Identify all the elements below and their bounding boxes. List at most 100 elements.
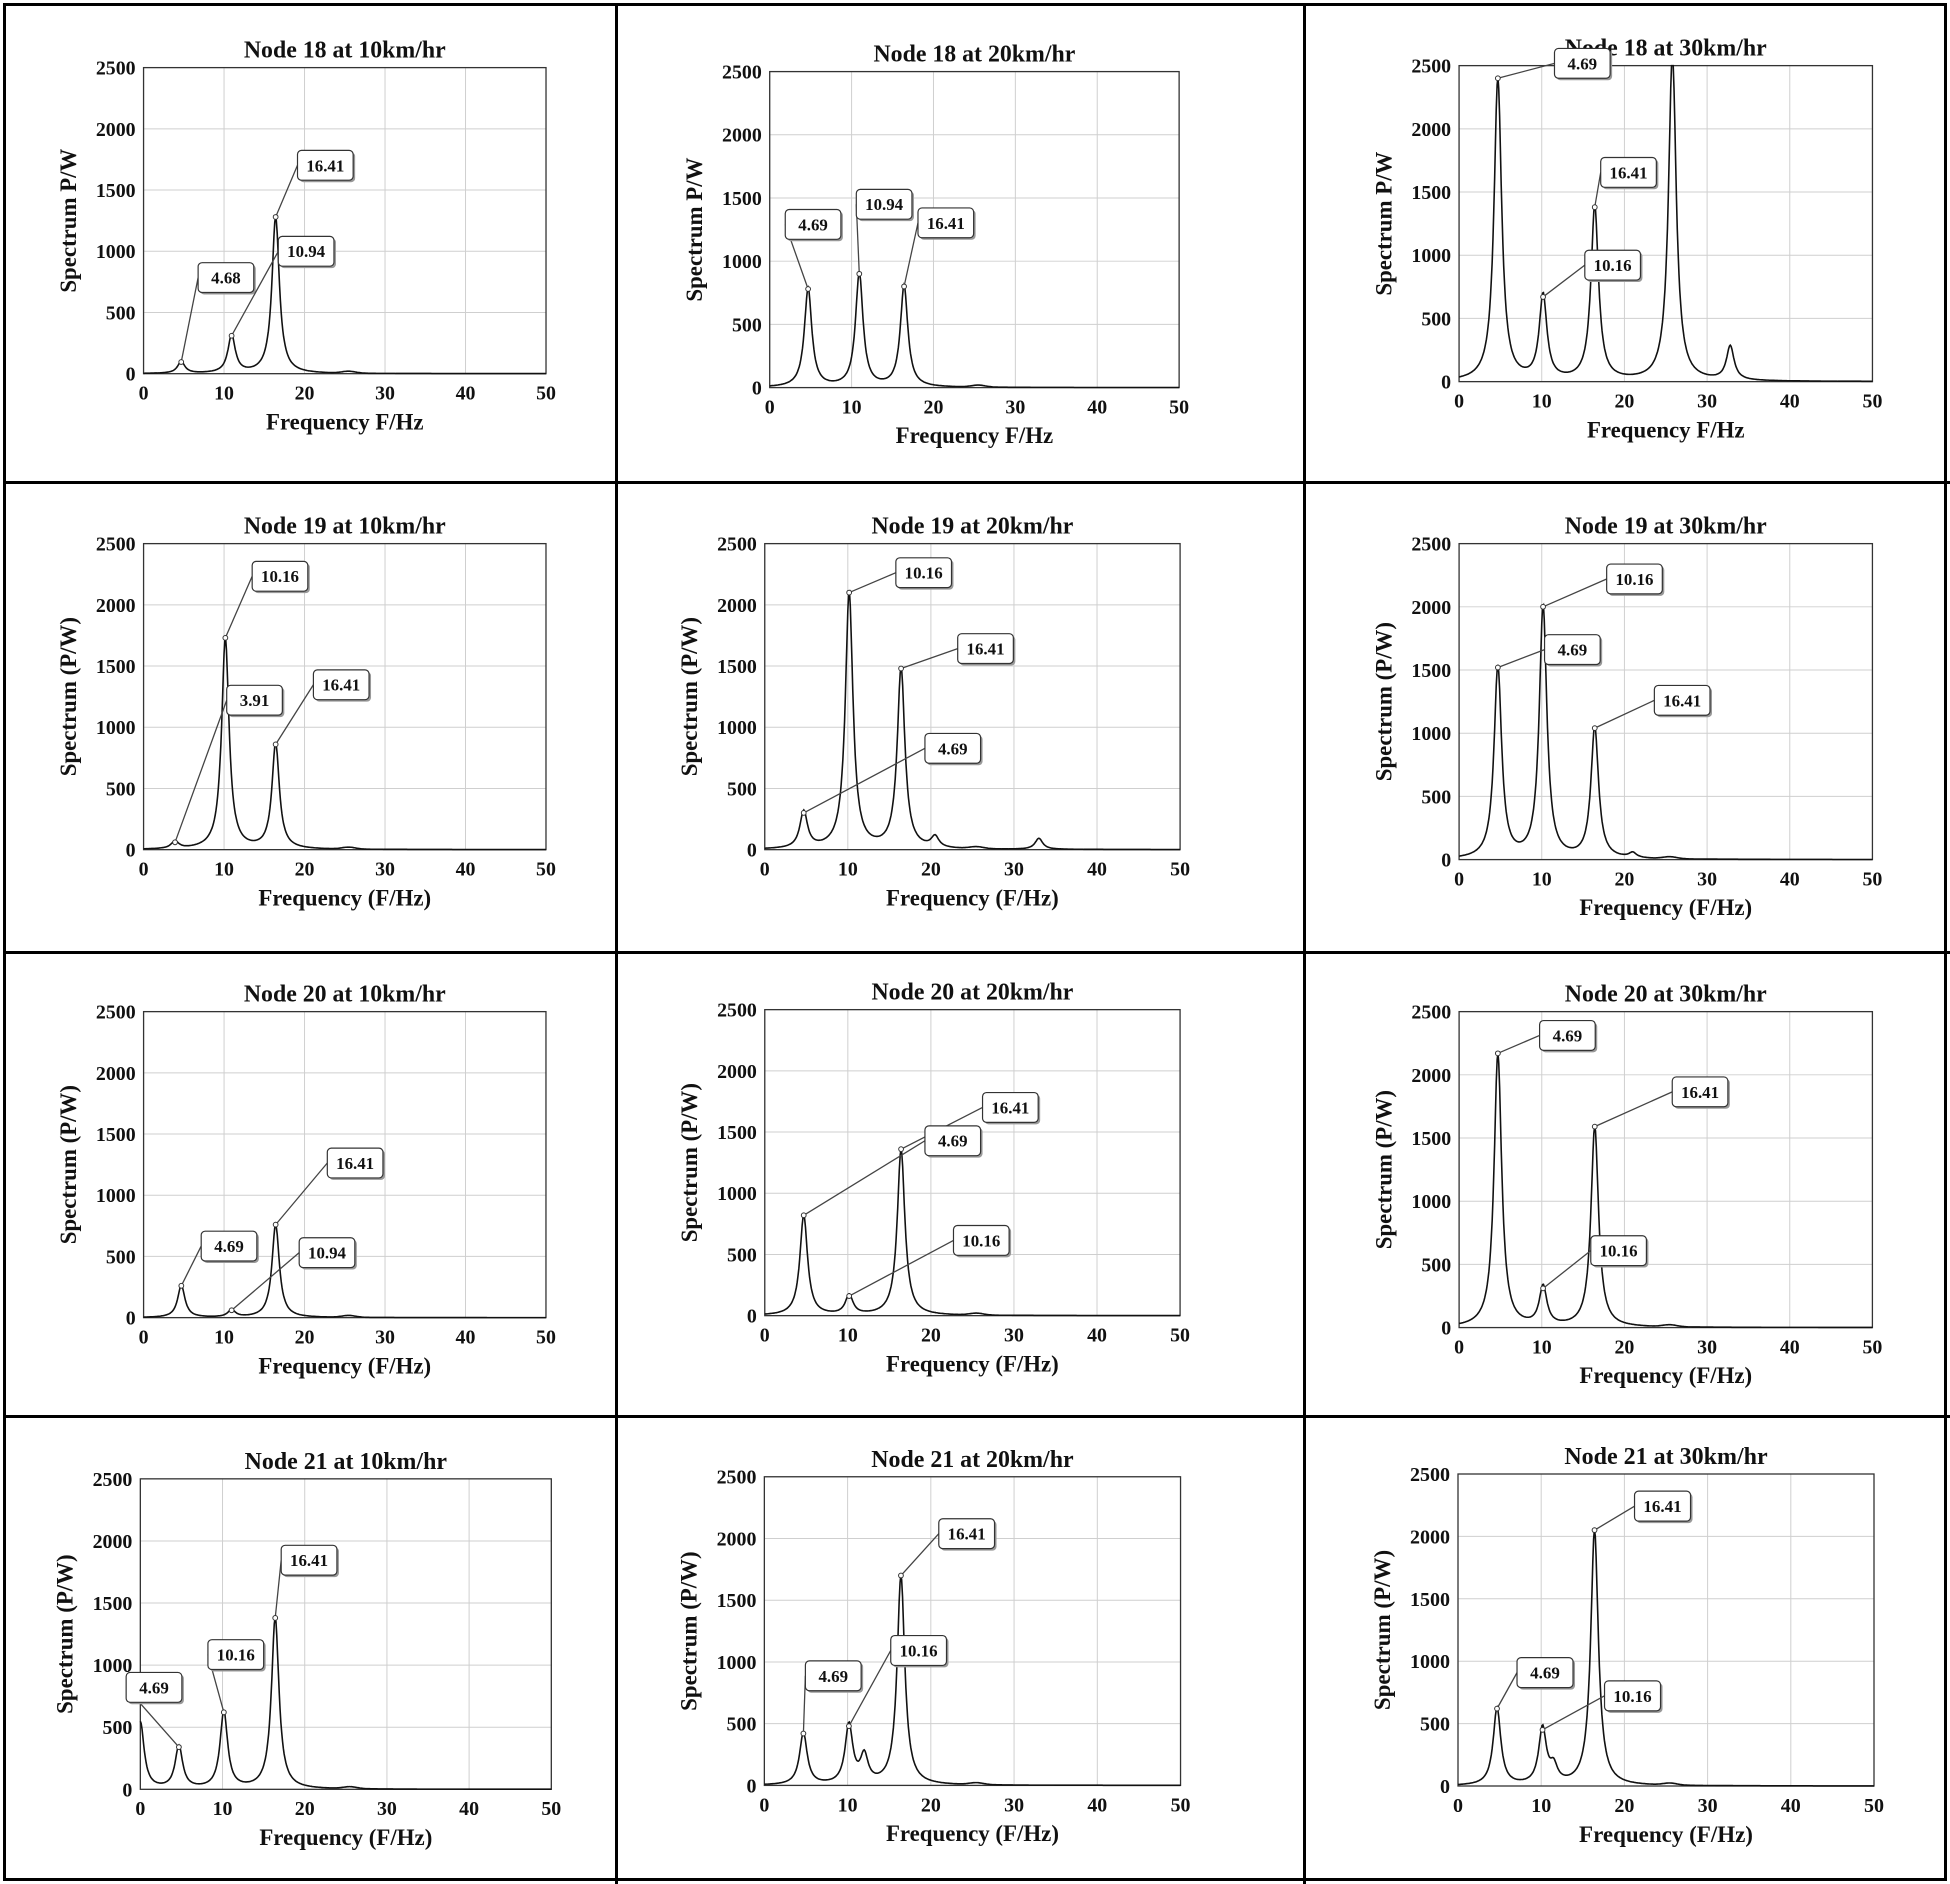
y-tick-label: 0 [747, 840, 757, 862]
x-tick-label: 50 [536, 383, 556, 405]
annotation-label: 4.69 [214, 1237, 244, 1256]
annotation-box [952, 1224, 1010, 1256]
y-tick-label: 1500 [1411, 1128, 1451, 1150]
x-tick-label: 10 [838, 858, 858, 880]
annotation-point [800, 1212, 807, 1219]
x-axis-label: Frequency F/Hz [896, 423, 1054, 448]
x-axis-label: Frequency (F/Hz) [1579, 1822, 1753, 1847]
x-tick-label: 30 [375, 858, 395, 880]
spectrum-line [1458, 1052, 1873, 1329]
axes-frame [142, 66, 547, 375]
annotation-box [125, 1671, 183, 1703]
plot-area [1459, 65, 1873, 382]
y-tick-label: 2000 [717, 1061, 757, 1083]
y-tick-label: 2500 [1411, 1002, 1451, 1024]
y-tick-label: 1500 [1411, 660, 1451, 682]
y-tick-label: 1500 [1411, 182, 1451, 204]
annotation-box [1543, 634, 1601, 666]
x-tick-label: 0 [760, 1324, 770, 1346]
chart-panel: 0 10 20 30 40 50 0 500 1000 1500 2000 2500 Node 21 a… [6, 1418, 618, 1884]
x-tick-label: 40 [459, 1798, 479, 1820]
x-tick-label: 0 [1454, 1336, 1464, 1358]
annotation-box [1606, 563, 1663, 595]
x-tick-label: 0 [760, 858, 770, 880]
spectrum-line [764, 589, 1181, 851]
annotation-leader [1594, 1091, 1673, 1128]
x-tick-label: 40 [456, 1326, 476, 1348]
y-tick-label: 1000 [96, 241, 136, 263]
annotation-point [1494, 664, 1501, 671]
x-tick-label: 20 [921, 1324, 941, 1346]
annotation-point [272, 214, 279, 220]
annotation-point [228, 332, 235, 339]
y-tick-label: 2000 [1411, 597, 1451, 619]
x-tick-label: 30 [375, 1326, 395, 1348]
x-tick-label: 20 [1614, 1336, 1634, 1358]
x-tick-label: 20 [295, 858, 315, 880]
annotation-point [901, 283, 907, 290]
annotation-box [296, 149, 354, 181]
annotation-point [898, 1146, 904, 1153]
annotation-box [1584, 249, 1642, 281]
y-tick-label: 1000 [1411, 1191, 1451, 1213]
y-tick-label: 1000 [717, 717, 757, 739]
x-axis-label: Frequency (F/Hz) [886, 1351, 1059, 1376]
annotation-point [1540, 294, 1546, 300]
x-tick-label: 50 [1170, 858, 1190, 880]
annotation-box [890, 1634, 948, 1667]
x-tick-label: 20 [921, 858, 941, 880]
x-tick-label: 30 [1698, 1795, 1718, 1817]
annotation-leader [1594, 699, 1655, 729]
x-tick-label: 50 [1169, 396, 1189, 418]
annotation-point [1494, 75, 1501, 82]
annotation-box [1600, 156, 1657, 188]
y-tick-label: 500 [106, 302, 136, 324]
annotation-leader [231, 250, 279, 337]
y-tick-label: 2000 [1410, 1526, 1450, 1548]
annotation-leader [1497, 1034, 1540, 1054]
annotation-leader [848, 1239, 954, 1297]
annotation-box [277, 235, 335, 267]
annotation-box [200, 1230, 258, 1262]
y-tick-label: 0 [126, 840, 136, 862]
annotation-leader [1542, 1250, 1592, 1289]
chart-panel: 0 10 20 30 40 50 0 500 1000 1500 2000 2500 Node 21 a… [1306, 1418, 1950, 1884]
annotation-label: 4.69 [938, 739, 968, 758]
y-tick-label: 0 [126, 1308, 136, 1330]
y-axis-label: Spectrum (P/W) [677, 617, 702, 776]
x-tick-label: 0 [759, 1794, 769, 1816]
annotation-box [924, 1125, 982, 1157]
y-tick-label: 2500 [717, 1467, 757, 1489]
x-tick-label: 50 [1864, 1795, 1884, 1817]
annotation-point [222, 634, 229, 641]
y-tick-label: 1000 [1411, 723, 1451, 745]
x-tick-label: 10 [214, 858, 234, 880]
annotation-box [298, 1237, 356, 1269]
x-tick-label: 20 [1614, 868, 1634, 890]
annotation-leader [803, 1140, 926, 1216]
y-tick-label: 500 [732, 314, 762, 336]
annotation-box [1603, 1680, 1662, 1712]
x-tick-label: 10 [838, 1324, 858, 1346]
y-tick-label: 2000 [1411, 119, 1451, 141]
annotation-leader [848, 572, 897, 594]
x-tick-label: 50 [1171, 1794, 1191, 1816]
x-tick-label: 0 [1454, 868, 1464, 890]
y-tick-label: 2500 [96, 58, 136, 80]
annotation-leader [1594, 172, 1602, 208]
chart-title: Node 19 at 10km/hr [244, 514, 446, 540]
y-tick-label: 500 [1421, 786, 1451, 808]
y-tick-label: 1000 [1411, 245, 1451, 267]
chart-title: Node 18 at 10km/hr [244, 38, 446, 64]
x-tick-label: 30 [1697, 868, 1717, 890]
x-tick-label: 10 [838, 1794, 858, 1816]
chart-title: Node 18 at 20km/hr [873, 42, 1075, 68]
axes-frame [764, 1008, 1181, 1317]
y-tick-label: 2000 [93, 1531, 133, 1553]
x-tick-label: 30 [1004, 1794, 1024, 1816]
x-tick-label: 0 [139, 858, 149, 880]
